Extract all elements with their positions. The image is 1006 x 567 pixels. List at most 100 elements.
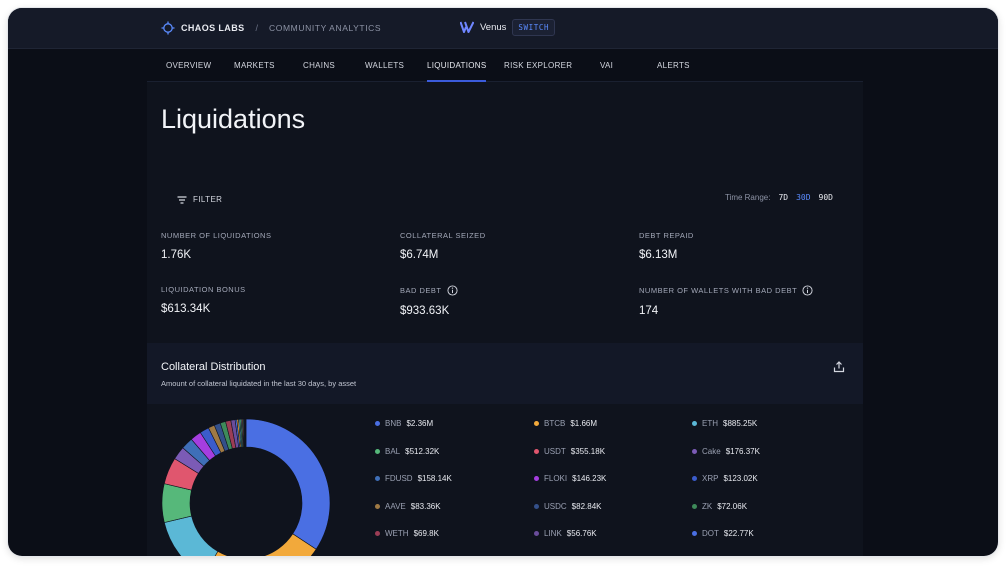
tab-markets[interactable]: MARKETS — [234, 61, 275, 70]
donut-slice-bal[interactable] — [161, 483, 192, 523]
stat-label-text: COLLATERAL SEIZED — [400, 231, 486, 240]
legend-asset-name: Cake — [702, 446, 721, 456]
legend-asset-name: ETH — [702, 419, 718, 428]
legend-asset-value: $56.76K — [566, 529, 597, 539]
stat-value: 174 — [639, 305, 659, 317]
legend-asset-name: FLOKI — [544, 474, 568, 484]
legend-item-btcb[interactable]: BTCB $1.66M — [534, 419, 597, 428]
tab-alerts[interactable]: ALERTS — [657, 61, 690, 70]
legend-asset-value: $82.84K — [571, 501, 602, 511]
legend-item-floki[interactable]: FLOKI $146.23K — [534, 474, 606, 483]
stat-value: 1.76K — [161, 249, 192, 261]
tab-wallets[interactable]: WALLETS — [365, 61, 405, 70]
legend-dot — [375, 421, 380, 426]
stat-wallets-with-bad-debt: NUMBER OF WALLETS WITH BAD DEBT 174 — [639, 285, 813, 317]
legend-asset-value: $69.8K — [413, 529, 439, 539]
stat-label: NUMBER OF LIQUIDATIONS — [161, 231, 271, 240]
legend-dot — [692, 503, 697, 509]
filter-button[interactable]: FILTER — [177, 195, 222, 204]
stat-value: $933.63K — [400, 305, 450, 317]
legend-item-dot[interactable]: DOT $22.77K — [692, 529, 754, 538]
legend-dot — [692, 476, 697, 482]
legend-item-link[interactable]: LINK $56.76K — [534, 529, 597, 538]
legend-asset-name: AAVE — [385, 501, 406, 511]
collateral-donut-chart — [161, 418, 331, 556]
legend-asset-value: $512.32K — [405, 446, 440, 456]
tab-liquidations[interactable]: LIQUIDATIONS — [427, 49, 487, 82]
legend-asset-name: BTCB — [544, 419, 566, 428]
venus-logo-icon — [460, 21, 474, 33]
stat-collateral-seized: COLLATERAL SEIZED $6.74M — [400, 231, 486, 261]
legend-item-xrp[interactable]: XRP $123.02K — [692, 474, 758, 483]
protocol-name: Venus — [480, 21, 507, 33]
legend-item-usdt[interactable]: USDT $355.18K — [534, 447, 605, 456]
legend-item-usdc[interactable]: USDC $82.84K — [534, 502, 601, 511]
legend-asset-value: $176.37K — [725, 446, 760, 456]
legend-asset-value: $885.25K — [723, 419, 758, 428]
legend-asset-value: $146.23K — [572, 474, 607, 484]
legend-item-aave[interactable]: AAVE $83.36K — [375, 502, 441, 511]
stat-bad-debt: BAD DEBT $933.63K — [400, 285, 458, 317]
app-window: CHAOS LABS / COMMUNITY ANALYTICS Venus S… — [8, 8, 998, 556]
legend-item-eth[interactable]: ETH $885.25K — [692, 419, 757, 428]
brand[interactable]: CHAOS LABS / COMMUNITY ANALYTICS — [161, 20, 381, 36]
legend-asset-name: USDT — [544, 446, 566, 456]
filter-icon — [177, 195, 187, 204]
main-nav: OVERVIEW MARKETS CHAINS WALLETS LIQUIDAT… — [147, 49, 863, 82]
legend-dot — [534, 421, 539, 426]
legend-item-bnb[interactable]: BNB $2.36M — [375, 419, 433, 428]
page-title: Liquidations — [161, 104, 306, 134]
legend-dot — [692, 421, 697, 426]
stat-label-text: BAD DEBT — [400, 286, 442, 295]
stat-value: $613.34K — [161, 303, 211, 315]
tab-overview[interactable]: OVERVIEW — [166, 61, 212, 70]
legend-dot — [534, 531, 539, 537]
tab-risk-explorer[interactable]: RISK EXPLORER — [504, 61, 573, 70]
legend-asset-name: WETH — [385, 529, 409, 539]
legend-asset-name: FDUSD — [385, 474, 413, 484]
time-range-30d[interactable]: 30D — [796, 193, 811, 202]
legend-asset-value: $2.36M — [406, 419, 434, 428]
switch-protocol-button[interactable]: SWITCH — [512, 18, 556, 36]
legend-item-cake[interactable]: Cake $176.37K — [692, 447, 760, 456]
legend-asset-value: $22.77K — [723, 529, 754, 539]
stat-label-text: DEBT REPAID — [639, 231, 694, 240]
export-icon[interactable] — [833, 361, 845, 373]
stat-label: NUMBER OF WALLETS WITH BAD DEBT — [639, 285, 813, 296]
stat-value: $6.74M — [400, 249, 439, 261]
legend-item-zk[interactable]: ZK $72.06K — [692, 502, 747, 511]
protocol-selector: Venus SWITCH — [460, 18, 556, 36]
legend-dot — [692, 531, 697, 537]
stat-label-text: NUMBER OF WALLETS WITH BAD DEBT — [639, 286, 798, 295]
tab-vai[interactable]: VAI — [600, 61, 614, 70]
brand-section: COMMUNITY ANALYTICS — [269, 23, 382, 33]
tab-chains[interactable]: CHAINS — [303, 61, 336, 70]
time-range-selector: Time Range: 7D 30D 90D — [725, 193, 833, 202]
donut-slice-bnb[interactable] — [245, 418, 331, 550]
legend-asset-name: ZK — [702, 501, 713, 511]
legend-asset-name: USDC — [544, 501, 567, 511]
legend-asset-name: BAL — [385, 446, 401, 456]
info-icon[interactable] — [446, 285, 458, 296]
legend-dot — [534, 448, 539, 454]
donut-slice-other[interactable] — [245, 418, 247, 448]
legend-item-weth[interactable]: WETH $69.8K — [375, 529, 439, 538]
legend-dot — [692, 448, 697, 454]
time-range-90d[interactable]: 90D — [818, 193, 833, 202]
info-icon[interactable] — [802, 285, 813, 296]
stat-label: DEBT REPAID — [639, 231, 694, 240]
legend-asset-name: DOT — [702, 529, 719, 539]
donut-slice-eth[interactable] — [163, 515, 219, 556]
legend-asset-value: $1.66M — [570, 419, 598, 428]
stat-label: LIQUIDATION BONUS — [161, 285, 246, 294]
collateral-distribution-header: Collateral Distribution Amount of collat… — [147, 343, 863, 404]
legend-asset-value: $72.06K — [717, 501, 748, 511]
legend-asset-value: $158.14K — [417, 474, 452, 484]
legend-asset-value: $355.18K — [570, 446, 606, 456]
brand-separator: / — [255, 23, 259, 33]
time-range-7d[interactable]: 7D — [778, 193, 789, 202]
legend-item-bal[interactable]: BAL $512.32K — [375, 447, 439, 456]
donut-slice-btcb[interactable] — [204, 533, 317, 556]
legend-item-fdusd[interactable]: FDUSD $158.14K — [375, 474, 452, 483]
subnav-background — [8, 49, 998, 82]
